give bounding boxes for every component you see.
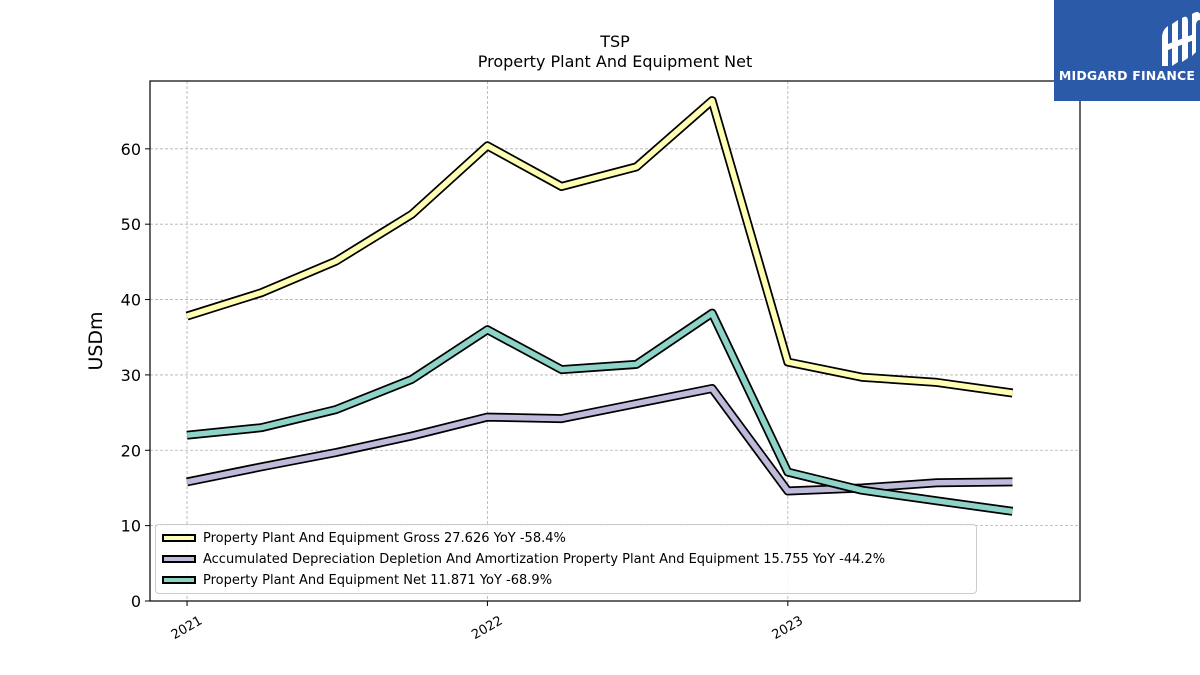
y-tick-label: 30 xyxy=(121,366,141,385)
logo-mark-icon xyxy=(1162,12,1200,66)
y-tick-label: 50 xyxy=(121,215,141,234)
series-line xyxy=(186,310,1013,515)
x-tick-label: 2021 xyxy=(169,613,205,643)
legend-label-depreciation: Accumulated Depreciation Depletion And A… xyxy=(203,551,886,567)
x-tick-label: 2022 xyxy=(469,613,505,643)
series-lines xyxy=(185,96,1014,516)
legend-swatch-gross xyxy=(162,534,196,542)
y-axis-label: USDm xyxy=(85,311,107,370)
chart-title: TSP xyxy=(600,32,630,51)
y-tick-label: 40 xyxy=(121,291,141,310)
y-tick-label: 10 xyxy=(121,517,141,536)
chart-subtitle: Property Plant And Equipment Net xyxy=(477,52,753,71)
legend-item-gross: Property Plant And Equipment Gross 27.62… xyxy=(162,528,566,548)
legend-swatch-net xyxy=(162,576,196,584)
legend-label-net: Property Plant And Equipment Net 11.871 … xyxy=(203,572,553,588)
y-axis-ticks: 0 10 20 30 40 50 60 xyxy=(121,140,150,611)
legend-item-net: Property Plant And Equipment Net 11.871 … xyxy=(162,570,552,590)
y-tick-label: 0 xyxy=(131,592,141,611)
grid xyxy=(150,81,1080,602)
series-0 xyxy=(185,96,1014,398)
series-line-outline xyxy=(185,96,1014,398)
plot-frame xyxy=(149,80,1081,602)
x-tick-label: 2023 xyxy=(770,613,806,643)
legend-label-gross: Property Plant And Equipment Gross 27.62… xyxy=(203,530,566,546)
logo-text: MIDGARD FINANCE xyxy=(1058,68,1196,83)
x-axis-ticks: 2021 2022 2023 xyxy=(169,601,806,643)
series-line-outline xyxy=(186,384,1013,496)
legend-swatch-depreciation xyxy=(162,555,196,563)
series-line xyxy=(186,97,1013,396)
y-tick-label: 60 xyxy=(121,140,141,159)
series-1 xyxy=(186,384,1013,496)
legend-item-depreciation: Accumulated Depreciation Depletion And A… xyxy=(162,549,885,569)
legend: Property Plant And Equipment Gross 27.62… xyxy=(155,524,977,594)
brand-logo: MIDGARD FINANCE xyxy=(1054,0,1200,101)
y-tick-label: 20 xyxy=(121,441,141,460)
series-line xyxy=(186,385,1013,494)
series-2 xyxy=(186,308,1014,516)
